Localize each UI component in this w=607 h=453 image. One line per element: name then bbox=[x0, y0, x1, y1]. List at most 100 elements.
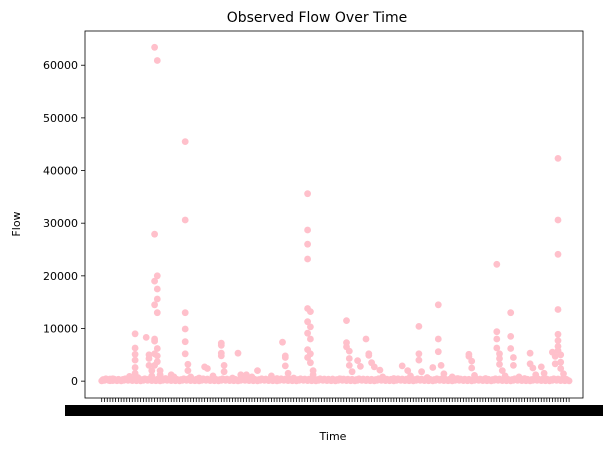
data-point bbox=[415, 323, 423, 330]
data-point bbox=[131, 350, 139, 358]
data-point bbox=[279, 338, 286, 346]
data-point bbox=[153, 57, 161, 64]
data-point bbox=[554, 216, 562, 224]
data-point bbox=[153, 309, 161, 317]
data-point bbox=[153, 272, 161, 280]
data-point bbox=[557, 358, 565, 366]
data-point bbox=[343, 317, 350, 324]
data-point bbox=[496, 360, 503, 368]
data-point bbox=[181, 309, 189, 317]
data-point bbox=[281, 362, 289, 370]
data-point bbox=[234, 349, 242, 357]
data-point bbox=[181, 325, 189, 333]
y-tick-label: 0 bbox=[71, 375, 78, 388]
data-point bbox=[415, 350, 423, 358]
data-point bbox=[345, 362, 353, 369]
data-point bbox=[145, 362, 153, 369]
data-point bbox=[131, 330, 139, 338]
data-point bbox=[181, 216, 189, 224]
data-point bbox=[284, 369, 292, 377]
data-point bbox=[131, 364, 139, 371]
data-point bbox=[529, 364, 537, 372]
data-point bbox=[493, 344, 501, 352]
data-point bbox=[145, 355, 153, 362]
data-point bbox=[415, 356, 423, 364]
data-point bbox=[565, 377, 573, 385]
y-tick-label: 10000 bbox=[43, 322, 78, 335]
data-point bbox=[142, 334, 150, 341]
data-point bbox=[153, 345, 161, 352]
data-point bbox=[498, 367, 506, 374]
y-tick-label: 20000 bbox=[43, 270, 78, 283]
data-point bbox=[434, 301, 442, 309]
data-point bbox=[345, 355, 353, 362]
data-point bbox=[357, 363, 364, 370]
x-axis-label: Time bbox=[319, 430, 347, 443]
data-point bbox=[151, 337, 159, 345]
y-tick-label: 30000 bbox=[43, 217, 78, 230]
data-point bbox=[437, 362, 445, 369]
data-point bbox=[554, 337, 562, 344]
data-point bbox=[153, 295, 161, 303]
data-point bbox=[131, 344, 139, 352]
data-point bbox=[440, 370, 448, 378]
data-point bbox=[345, 347, 353, 355]
data-point bbox=[220, 362, 228, 369]
data-point bbox=[554, 155, 562, 162]
data-point bbox=[304, 190, 311, 198]
y-axis-label: Flow bbox=[10, 211, 23, 236]
data-point bbox=[537, 363, 545, 371]
data-point bbox=[370, 363, 378, 371]
data-point bbox=[153, 285, 161, 293]
data-point bbox=[304, 255, 311, 263]
data-point bbox=[468, 357, 476, 365]
y-tick-label: 40000 bbox=[43, 165, 78, 178]
y-axis: 0 10000 20000 30000 40000 50000 60000 bbox=[43, 59, 85, 388]
data-point bbox=[376, 366, 384, 374]
data-point bbox=[493, 328, 501, 336]
data-point bbox=[153, 352, 161, 360]
y-tick-label: 50000 bbox=[43, 112, 78, 125]
data-point bbox=[362, 335, 370, 343]
data-point bbox=[204, 365, 211, 372]
data-point bbox=[184, 367, 192, 374]
data-point bbox=[354, 357, 361, 364]
data-point bbox=[304, 329, 311, 337]
data-point bbox=[304, 226, 311, 234]
data-point bbox=[151, 43, 159, 51]
data-point bbox=[348, 368, 356, 376]
data-point bbox=[307, 323, 314, 331]
data-point bbox=[493, 335, 501, 343]
data-point bbox=[418, 368, 425, 376]
data-point bbox=[151, 277, 159, 285]
data-point bbox=[217, 341, 225, 349]
data-point bbox=[131, 356, 139, 364]
x-tick-labels-overlap bbox=[65, 405, 603, 416]
data-point bbox=[307, 335, 314, 343]
data-point bbox=[557, 351, 565, 359]
data-point bbox=[398, 362, 406, 370]
data-point bbox=[181, 338, 189, 346]
data-point bbox=[554, 306, 562, 313]
data-point bbox=[540, 369, 548, 377]
data-point bbox=[304, 354, 311, 361]
data-point bbox=[507, 309, 515, 317]
data-point bbox=[554, 330, 562, 338]
data-point bbox=[557, 365, 565, 372]
data-point bbox=[493, 260, 501, 268]
y-tick-label: 60000 bbox=[43, 59, 78, 72]
data-point bbox=[365, 352, 373, 359]
chart-title: Observed Flow Over Time bbox=[227, 10, 408, 26]
data-point bbox=[181, 138, 189, 146]
data-point bbox=[526, 349, 534, 357]
data-point bbox=[404, 367, 412, 374]
data-point bbox=[151, 230, 159, 238]
data-point bbox=[304, 318, 311, 326]
data-point bbox=[307, 359, 314, 367]
data-point bbox=[496, 355, 503, 362]
data-point bbox=[551, 353, 559, 360]
data-point bbox=[181, 350, 189, 358]
data-point bbox=[220, 368, 228, 376]
data-point bbox=[468, 364, 476, 372]
